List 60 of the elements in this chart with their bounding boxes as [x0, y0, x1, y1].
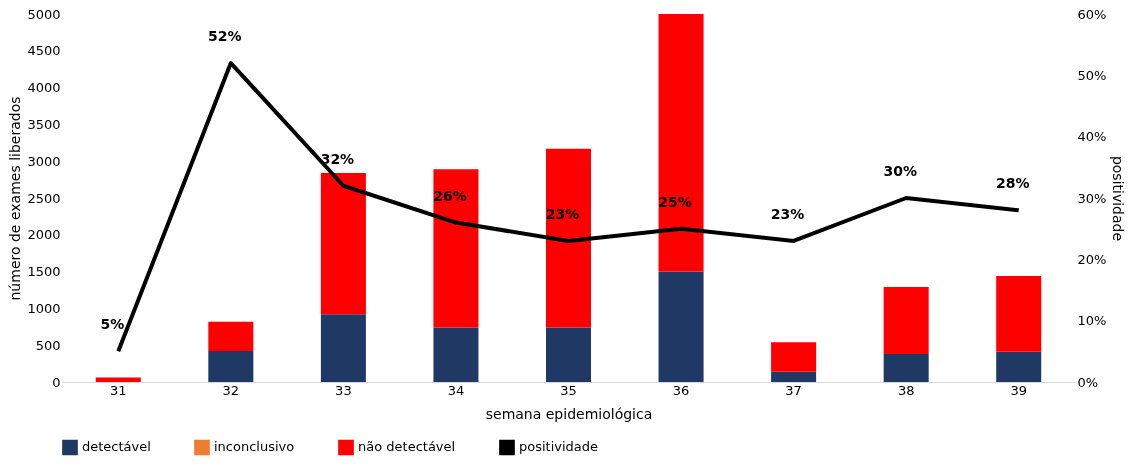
y2-tick-label: 30% [1077, 190, 1107, 206]
data-label: 23% [545, 205, 580, 222]
y-tick-label: 5000 [27, 6, 61, 22]
bar [771, 371, 817, 382]
legend-label: positividade [519, 439, 599, 455]
y2-tick-label: 10% [1077, 313, 1107, 329]
bar [320, 314, 366, 382]
x-tick-label: 38 [897, 382, 915, 398]
y-tick-label: 3000 [27, 153, 61, 169]
x-tick-label: 33 [335, 382, 352, 398]
data-label: 28% [995, 175, 1030, 192]
bar [433, 327, 479, 382]
x-axis-title: semana epidemiológica [485, 405, 653, 422]
x-tick-label: 39 [1010, 382, 1027, 398]
data-label: 32% [320, 150, 355, 167]
bar [996, 351, 1042, 382]
bar [771, 342, 817, 372]
data-label: 23% [770, 205, 805, 222]
bar [658, 271, 704, 382]
bar [208, 321, 254, 352]
y-tick-label: 3500 [27, 116, 61, 132]
y2-tick-label: 50% [1077, 67, 1107, 83]
bar [208, 351, 254, 382]
y2-tick-label: 40% [1077, 129, 1107, 145]
x-tick-label: 32 [222, 382, 240, 398]
y-tick-label: 4000 [27, 80, 61, 96]
bar [320, 172, 366, 315]
y2-tick-label: 20% [1077, 251, 1107, 267]
legend-label: inconclusivo [214, 439, 295, 455]
bar [433, 169, 479, 328]
y-tick-label: 0 [52, 374, 61, 390]
y2-axis-title: positividade [1110, 155, 1127, 242]
x-tick-label: 34 [447, 382, 465, 398]
legend-label: não detectável [358, 439, 456, 455]
bar [658, 14, 704, 272]
x-tick-label: 37 [785, 382, 802, 398]
bar [545, 327, 592, 382]
data-label: 26% [433, 187, 467, 204]
legend-label: detectável [82, 439, 151, 455]
bar [996, 276, 1042, 352]
y-tick-label: 2000 [27, 227, 61, 243]
x-tick-label: 36 [672, 382, 690, 398]
y-tick-label: 1000 [27, 300, 61, 316]
bar [545, 148, 592, 328]
data-label: 25% [658, 193, 692, 210]
y-tick-label: 1500 [27, 264, 61, 280]
y2-tick-label: 0% [1077, 374, 1099, 390]
y-tick-label: 500 [35, 337, 61, 353]
y2-tick-label: 60% [1077, 6, 1107, 22]
y-tick-label: 2500 [27, 190, 61, 206]
x-tick-label: 35 [560, 382, 577, 398]
y-axis-title: número de exames liberados [7, 96, 24, 301]
x-tick-label: 31 [110, 382, 127, 398]
bar [95, 377, 141, 382]
data-label: 30% [883, 163, 917, 179]
y-tick-label: 4500 [27, 43, 61, 59]
data-label: 5% [100, 316, 125, 333]
bar [883, 354, 929, 382]
bar [883, 287, 929, 355]
data-label: 52% [208, 28, 242, 45]
